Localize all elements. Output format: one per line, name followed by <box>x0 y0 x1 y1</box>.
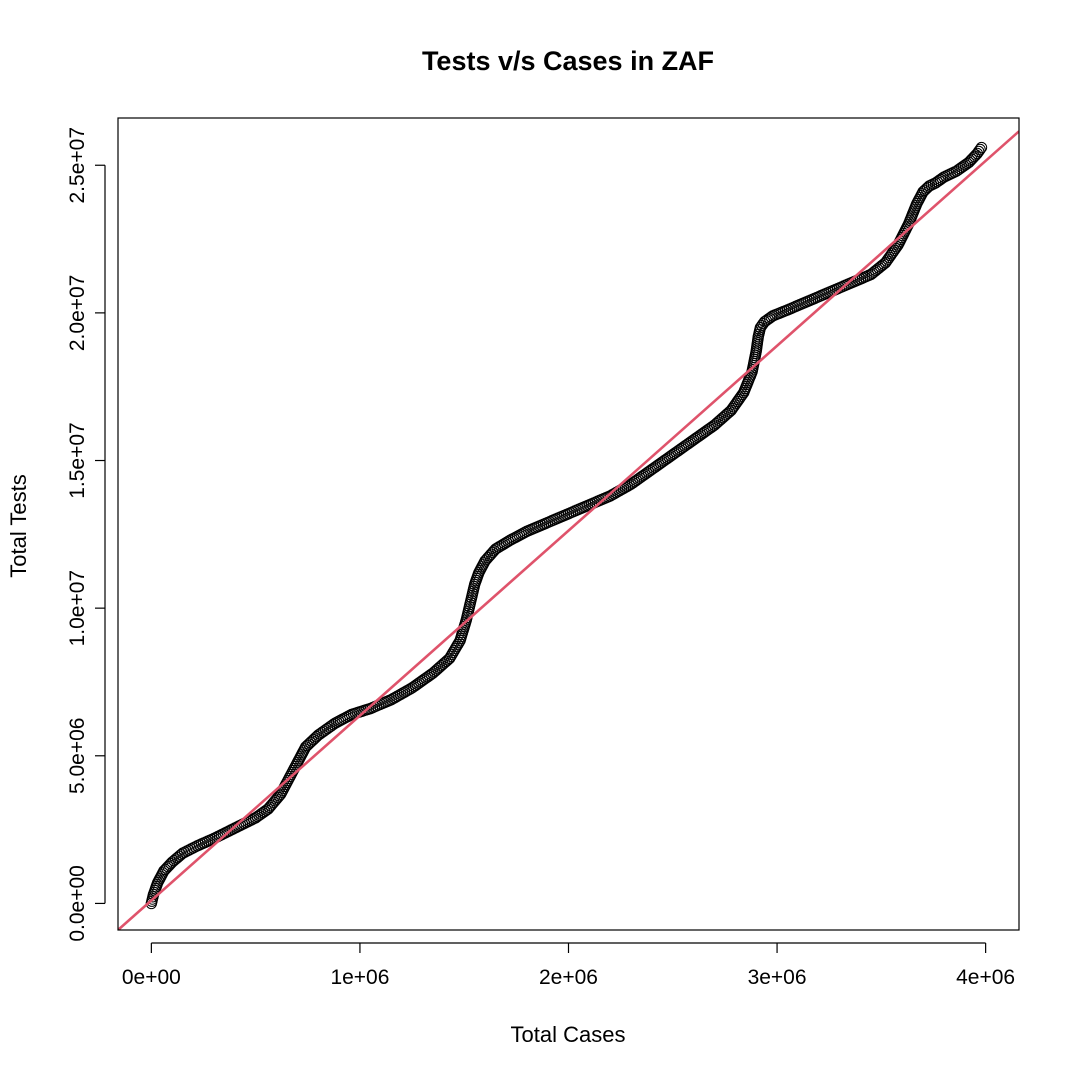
data-point <box>972 145 985 158</box>
plot-frame <box>117 117 1020 931</box>
x-tick-label: 0e+00 <box>122 966 181 989</box>
y-tick-label: 0.0e+00 <box>66 865 89 942</box>
regression-line <box>118 130 1019 930</box>
data-point <box>162 860 174 873</box>
data-point <box>260 804 273 816</box>
data-point <box>974 143 986 156</box>
y-tick-label: 2.5e+07 <box>66 127 89 204</box>
regression-line-layer <box>118 130 1019 930</box>
data-point <box>754 321 767 334</box>
data-point <box>971 147 983 160</box>
data-point <box>975 141 988 154</box>
axes: 0e+00 1e+06 2e+06 3e+06 4e+06 0.0e+00 5.0e+06 1… <box>66 117 1020 989</box>
chart-title: Tests v/s Cases in ZAF <box>422 46 714 76</box>
data-point <box>318 725 330 737</box>
x-tick-label: 2e+06 <box>539 966 598 989</box>
data-point <box>876 259 888 272</box>
data-point <box>763 312 776 324</box>
data-point <box>312 729 324 741</box>
x-axis-label: Total Cases <box>511 1022 626 1047</box>
y-tick-label: 2.0e+07 <box>66 275 89 352</box>
y-tick-label: 1.0e+07 <box>66 570 89 647</box>
x-tick-label: 4e+06 <box>956 966 1015 989</box>
x-tick-label: 1e+06 <box>330 966 389 989</box>
y-tick-label: 1.5e+07 <box>66 422 89 499</box>
data-point <box>163 859 176 871</box>
data-point <box>321 722 334 735</box>
y-axis-label: Total Tests <box>6 474 31 578</box>
y-tick-label: 5.0e+06 <box>66 718 89 795</box>
x-tick-label: 3e+06 <box>748 966 807 989</box>
data-point <box>316 726 328 739</box>
data-point <box>961 157 973 170</box>
